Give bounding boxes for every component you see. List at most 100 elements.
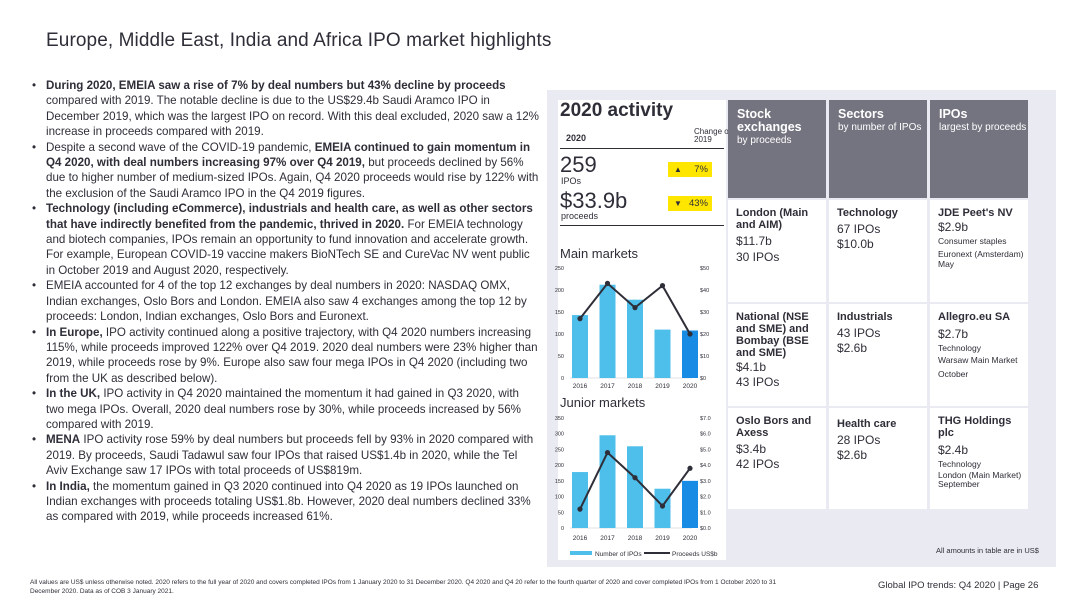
x-tick-label: 2020 xyxy=(683,535,698,542)
highlights-list: During 2020, EMEIA saw a rise of 7% by d… xyxy=(30,78,540,525)
y2-tick-label: $4.0 xyxy=(700,463,711,469)
y2-tick-label: $6.0 xyxy=(700,432,711,438)
line-point xyxy=(604,280,611,286)
page-info: Global IPO trends: Q4 2020 | Page 26 xyxy=(878,580,1039,591)
ipos-label: IPOs xyxy=(561,176,582,186)
bullet-item: In Europe, IPO activity continued along … xyxy=(30,325,540,387)
bullet-item: In India, the momentum gained in Q3 2020… xyxy=(30,479,540,525)
legend-bar-swatch xyxy=(570,551,592,555)
header-ipos: IPOs largest by proceeds xyxy=(930,100,1028,198)
year-label: 2020 xyxy=(566,133,587,143)
bullet-item: During 2020, EMEIA saw a rise of 7% by d… xyxy=(30,78,540,140)
sector-cell: Industrials 43 IPOs $2.6b xyxy=(829,304,927,406)
y2-tick-label: $0 xyxy=(700,376,706,382)
y-tick-label: 150 xyxy=(555,310,564,316)
y-tick-label: 200 xyxy=(555,288,564,294)
line-point xyxy=(687,465,693,471)
x-tick-label: 2018 xyxy=(628,383,643,390)
line-point xyxy=(577,506,583,512)
y2-tick-label: $0.0 xyxy=(700,526,711,532)
x-tick-label: 2017 xyxy=(600,383,615,390)
exchange-cell: London (Main and AIM) $11.7b 30 IPOs xyxy=(728,200,826,302)
bar xyxy=(627,299,643,378)
bar xyxy=(599,435,616,528)
y-tick-label: 100 xyxy=(555,332,564,338)
exchange-cell: Oslo Bors and Axess $3.4b 42 IPOs xyxy=(728,408,826,509)
ipos-count: 259 xyxy=(560,152,597,177)
activity-title: 2020 activity xyxy=(560,100,674,121)
bar xyxy=(627,446,643,528)
y2-tick-label: $2.0 xyxy=(700,495,711,501)
table-note: All amounts in table are in US$ xyxy=(936,546,1039,555)
y2-tick-label: $7.0 xyxy=(700,416,711,422)
line-point xyxy=(632,475,638,481)
y-tick-label: 0 xyxy=(561,376,564,382)
bar xyxy=(682,480,698,528)
line-point xyxy=(604,449,611,456)
x-tick-label: 2017 xyxy=(600,535,615,542)
x-tick-label: 2016 xyxy=(573,535,588,542)
exchange-cell: National (NSE and SME) and Bombay (BSE a… xyxy=(728,304,826,406)
down-arrow-icon: ▼ xyxy=(674,199,682,208)
line-point xyxy=(659,283,666,289)
divider xyxy=(560,225,724,226)
bullet-item: EMEIA accounted for 4 of the top 12 exch… xyxy=(30,278,540,324)
y-tick-label: 100 xyxy=(555,495,564,501)
y-tick-label: 250 xyxy=(555,447,564,453)
line-point xyxy=(687,331,693,337)
y2-tick-label: $3.0 xyxy=(700,479,711,485)
junior-markets-chart: Junior markets 0 50 100 150 200 250 300 350 $0.0… xyxy=(555,395,718,558)
bar xyxy=(654,329,671,378)
y2-tick-label: $5.0 xyxy=(700,447,711,453)
chart-title: Junior markets xyxy=(560,395,646,410)
y-tick-label: 350 xyxy=(555,416,564,422)
footnote: All values are US$ unless otherwise note… xyxy=(30,579,777,595)
bullet-item: Technology (including eCommerce), indust… xyxy=(30,201,540,278)
y2-tick-label: $50 xyxy=(700,266,709,272)
bullet-item: In the UK, IPO activity in Q4 2020 maint… xyxy=(30,386,540,432)
y-tick-label: 50 xyxy=(558,354,564,360)
ipos-change-badge: ▲ 7% xyxy=(668,162,712,177)
line-point xyxy=(659,503,666,509)
proceeds-change-badge: ▼ 43% xyxy=(668,196,712,211)
y2-tick-label: $40 xyxy=(700,288,709,294)
header-stock-exchanges: Stock exchanges by proceeds xyxy=(728,100,826,198)
bar xyxy=(572,472,588,528)
change-label: Change on 2019 xyxy=(694,127,734,144)
bullet-item: Despite a second wave of the COVID-19 pa… xyxy=(30,140,540,202)
y-tick-label: 200 xyxy=(555,463,564,469)
x-tick-label: 2016 xyxy=(573,383,588,390)
legend-bar-label: Number of IPOs xyxy=(595,551,642,558)
y2-tick-label: $1.0 xyxy=(700,510,711,516)
y2-tick-label: $30 xyxy=(700,310,709,316)
x-tick-label: 2019 xyxy=(655,383,670,390)
main-markets-chart: Main markets 0 50 100 150 200 250 $0 $10 $20 $30 $… xyxy=(555,246,709,390)
chart-legend: Number of IPOs Proceeds US$b xyxy=(570,551,718,558)
bullet-item: MENA IPO activity rose 59% by deal numbe… xyxy=(30,432,540,478)
line-point xyxy=(632,305,638,311)
x-tick-label: 2018 xyxy=(628,535,643,542)
up-arrow-icon: ▲ xyxy=(674,165,682,174)
x-tick-label: 2020 xyxy=(683,383,698,390)
y-tick-label: 50 xyxy=(558,510,564,516)
proceeds-value: $33.9b xyxy=(560,188,628,213)
y2-tick-label: $20 xyxy=(700,332,709,338)
x-tick-label: 2019 xyxy=(655,535,670,542)
proceeds-label: proceeds xyxy=(561,211,599,221)
bar xyxy=(599,284,616,378)
y2-tick-label: $10 xyxy=(700,354,709,360)
largest-ipo-cell: Allegro.eu SA $2.7b Technology Warsaw Main … xyxy=(930,304,1028,406)
sector-cell: Health care 28 IPOs $2.6b xyxy=(829,408,927,509)
header-sectors: Sectors by number of IPOs xyxy=(829,100,927,198)
legend-line-label: Proceeds US$b xyxy=(672,551,718,558)
largest-ipo-cell: THG Holdings plc $2.4b Technology London (M… xyxy=(930,408,1028,509)
bar xyxy=(572,315,588,378)
largest-ipo-cell: JDE Peet's NV $2.9b Consumer staples Eurone… xyxy=(930,200,1028,302)
line-point xyxy=(577,316,583,322)
bar xyxy=(682,330,698,378)
y-tick-label: 300 xyxy=(555,432,564,438)
page-title: Europe, Middle East, India and Africa IP… xyxy=(46,30,552,51)
y-tick-label: 0 xyxy=(561,526,564,532)
y-tick-label: 250 xyxy=(555,266,564,272)
y-tick-label: 150 xyxy=(555,479,564,485)
